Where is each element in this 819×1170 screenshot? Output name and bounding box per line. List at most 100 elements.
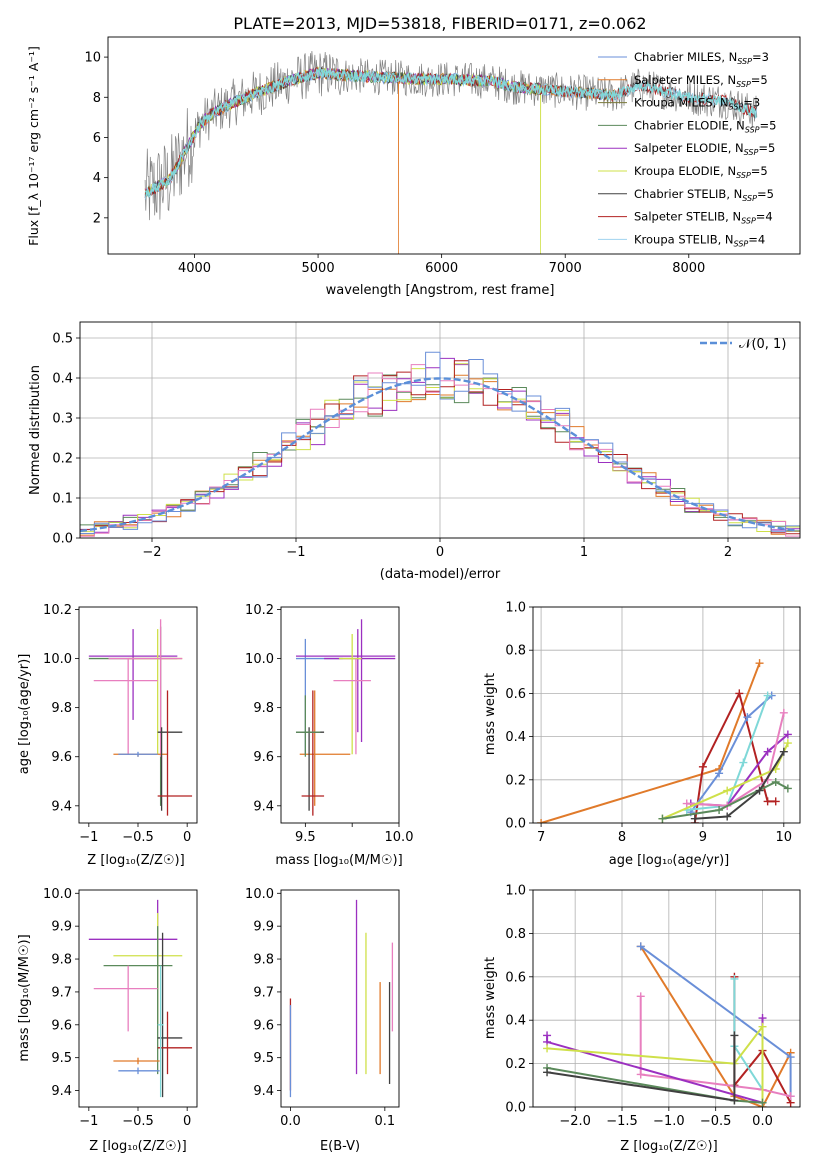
y-tick-label: 9.9 [51,920,72,935]
plus-marker [730,1031,739,1040]
y-tick-label: 0.1 [52,492,73,507]
age-vs-z-panel: −1 −0.5 0 9.4 9.6 9.8 10.0 10.2 Z [log₁₀(Z/Z☉)]… [17,603,198,868]
spectrum-panel: PLATE=2013, MJD=53818, FIBERID=0171, z=0… [26,14,801,298]
axes-frame [107,36,801,255]
errorbar-marks [88,619,193,816]
plus-marker [690,814,699,823]
y-tick-label: 8 [93,91,101,106]
y-tick-label: 10.0 [245,887,274,902]
y-tick-label: 9.4 [51,1084,72,1099]
residual-lines [80,351,800,538]
plus-marker [758,1014,767,1023]
plus-marker [786,1053,795,1062]
mass-weight-z-ylabel: mass weight [483,957,498,1039]
plus-marker [783,730,792,739]
axes-frame [280,889,400,1108]
mass-vs-ebv-plot: 0.0 0.1 9.4 9.5 9.6 9.7 9.8 9.9 10.0 [245,887,400,1129]
plus-marker [786,1092,795,1101]
y-tick-label: 0.6 [505,687,526,702]
plus-marker [730,1096,739,1105]
legend-label: Chabrier MILES, NSSP=3 [634,50,769,66]
gaussian-curve [80,377,798,533]
x-tick-label: 4000 [178,261,211,276]
plus-marker [763,747,772,756]
plus-marker [636,942,645,951]
spectrum-plot: 4000 5000 6000 7000 8000 2 4 6 8 10 Chabrier MILES… [84,36,801,276]
y-tick-label: 9.5 [253,1051,274,1066]
mass-vs-z-plot: −1 −0.5 0 9.4 9.5 9.6 9.7 9.8 9.9 10.0 [43,887,198,1129]
y-tick-label: 1.0 [505,601,526,616]
y-tick-label: 9.6 [51,750,72,765]
x-tick-label: −1 [79,830,98,845]
mass-weight-age-xlabel: age [log₁₀(age/yr)] [609,853,730,868]
plus-marker [723,786,732,795]
legend-label: Chabrier ELODIE, NSSP=5 [634,118,776,134]
y-tick-label: 0.8 [505,644,526,659]
age-vs-mass-xlabel: mass [log₁₀(M/M☉)] [275,853,402,868]
mass-weight-lines [543,942,795,1107]
plus-marker [758,1022,767,1031]
x-tick-label: −1.0 [653,1114,685,1129]
mass-weight-age-plot: 7 8 9 10 0.0 0.2 0.4 0.6 0.8 1.0 [505,601,801,845]
axes-frame [532,889,801,1108]
x-tick-label: 0 [183,1114,191,1129]
spectrum-xlabel: wavelength [Angstrom, rest frame] [326,283,555,298]
plus-marker [758,1098,767,1107]
x-tick-label: 9 [699,830,707,845]
axes-frame [79,321,801,539]
mass-weight-line [639,996,791,1098]
plus-marker [715,769,724,778]
spectrum-lines [144,50,758,254]
x-tick-label: 5000 [302,261,335,276]
axes-frame [280,606,400,824]
age-vs-mass-panel: 9.5 10.0 9.4 9.6 9.8 10.0 10.2 mass [log₁₀(M/M… [245,603,413,868]
y-tick-label: 0.6 [505,970,526,985]
x-tick-label: 0 [183,830,191,845]
y-tick-label: 0.4 [505,1014,526,1029]
x-tick-label: 7 [537,830,545,845]
mass-weight-age-panel: 7 8 9 10 0.0 0.2 0.4 0.6 0.8 1.0 age [log₁₀(age/y… [483,601,801,868]
y-tick-label: 9.6 [51,1018,72,1033]
y-tick-label: 0.4 [505,730,526,745]
x-tick-label: −2 [142,545,161,560]
x-tick-label: −1 [286,545,305,560]
y-tick-label: 9.4 [253,799,274,814]
plus-marker [698,762,707,771]
plus-marker [543,1068,552,1077]
mass-weight-z-plot: −2.0 −1.5 −1.0 −0.5 0.0 0.0 0.2 0.4 0.6 0.8 1.0 [505,884,801,1129]
mass-weight-line [689,694,773,813]
x-tick-label: 10 [776,830,793,845]
y-tick-label: 9.8 [51,953,72,968]
y-tick-label: 9.4 [51,799,72,814]
y-tick-label: 1.0 [505,884,526,899]
plus-marker [763,797,772,806]
plus-marker [763,691,772,700]
x-tick-label: −0.5 [122,830,154,845]
mass-weight-line [686,695,769,811]
x-tick-label: 8 [618,830,626,845]
plus-marker [735,689,744,698]
y-tick-label: 0.0 [52,532,73,547]
y-tick-label: 0.2 [505,773,526,788]
legend-label: Salpeter STELIB, NSSP=4 [634,210,773,226]
mass-weight-age-ylabel: mass weight [483,673,498,755]
plus-marker [755,659,764,668]
mass-weight-line [547,1023,764,1103]
legend-label: Kroupa STELIB, NSSP=4 [634,232,765,248]
plus-marker [779,708,788,717]
mass-vs-z-ylabel: mass [log₁₀(M/M☉)] [17,934,32,1061]
model-line [144,66,542,254]
age-vs-z-plot: −1 −0.5 0 9.4 9.6 9.8 10.0 10.2 [43,603,198,845]
y-tick-label: 9.6 [253,750,274,765]
x-tick-label: 6000 [425,261,458,276]
residual-plot: −2 −1 0 1 2 0.0 0.1 0.2 0.3 0.4 0.5 𝒩(0, 1) [52,321,801,560]
mass-weight-line [540,662,761,823]
x-tick-label: −2.0 [559,1114,591,1129]
y-tick-label: 2 [93,211,101,226]
residual-histogram-step [80,351,800,534]
model-line [144,66,758,199]
mass-weight-line [686,712,785,807]
plus-marker [636,992,645,1001]
spectrum-title: PLATE=2013, MJD=53818, FIBERID=0171, z=0… [233,14,646,33]
